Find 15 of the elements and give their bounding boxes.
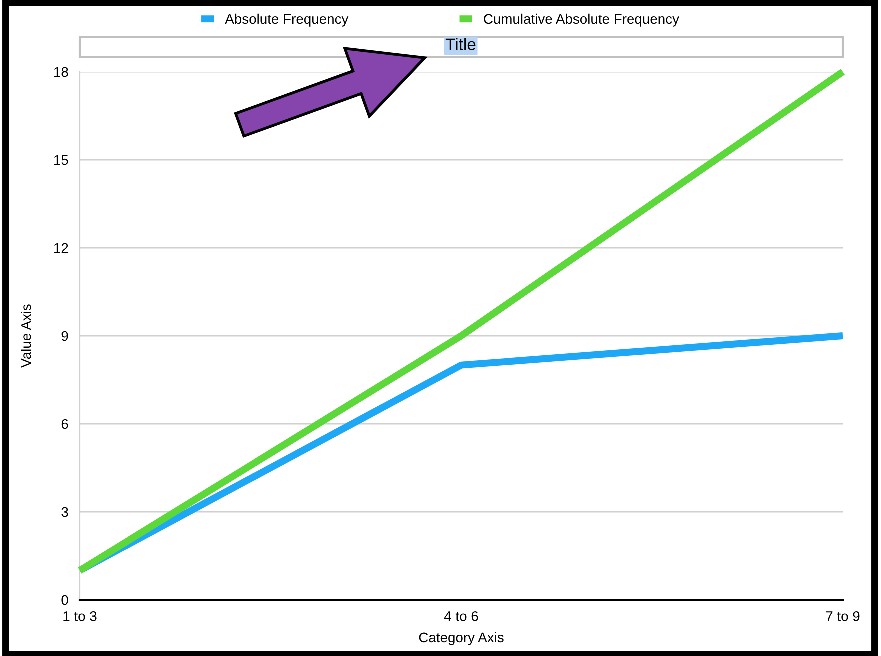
y-tick-label: 12 <box>54 243 68 254</box>
x-tick-label: 1 to 3 <box>64 611 97 622</box>
y-tick-label: 18 <box>54 67 68 78</box>
y-axis-title: Value Axis <box>21 304 32 368</box>
y-tick-label: 0 <box>62 595 68 606</box>
legend-label: Absolute Frequency <box>225 14 349 27</box>
y-tick-label: 3 <box>62 507 68 518</box>
x-axis-title: Category Axis <box>419 632 504 646</box>
y-tick-label: 15 <box>54 155 68 166</box>
y-tick-label: 6 <box>62 419 68 430</box>
legend-label: Cumulative Absolute Frequency <box>484 14 680 27</box>
chart-title: Title <box>446 38 476 50</box>
y-tick-label: 9 <box>62 331 68 342</box>
x-tick-label: 7 to 9 <box>826 611 860 622</box>
x-tick-label: 4 to 6 <box>444 611 478 622</box>
